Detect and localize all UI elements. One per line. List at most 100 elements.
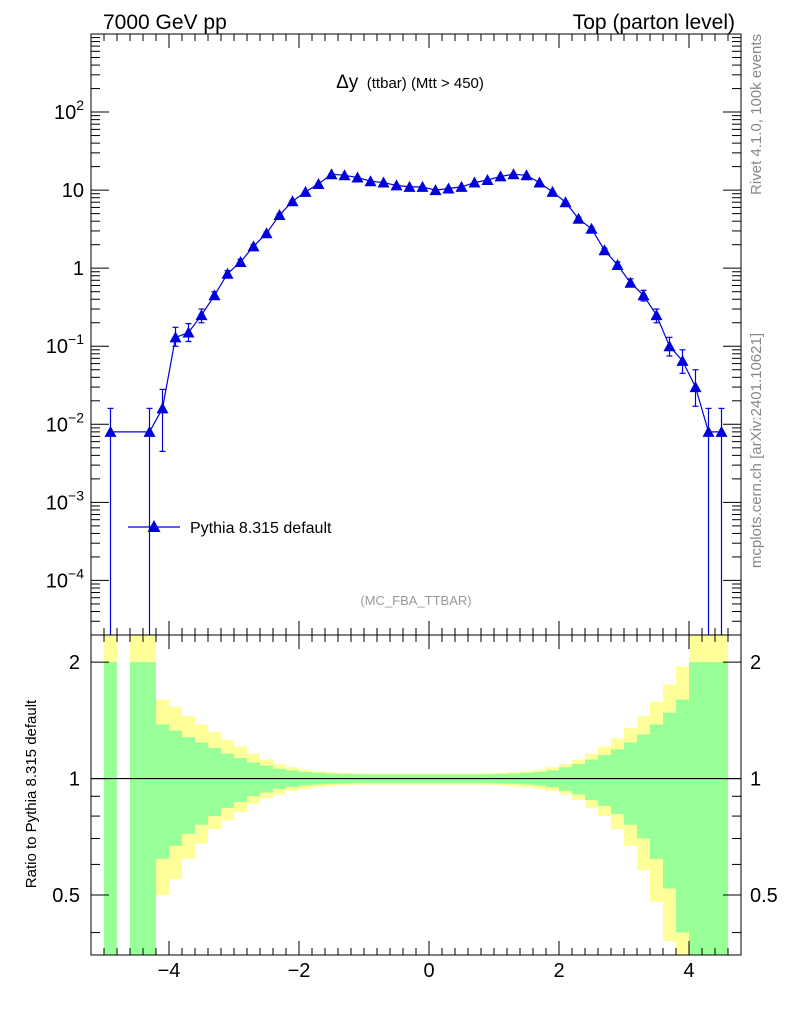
title-sub: (ttbar) (Mtt > 450) (367, 75, 484, 92)
ratio-y-tick-label-right: 2 (750, 652, 761, 674)
data-point (195, 309, 208, 321)
data-point (507, 168, 520, 180)
band-1sigma-bin (156, 724, 169, 859)
ratio-y-tick-label-right: 0.5 (750, 885, 778, 907)
ratio-y-tick-label-right: 1 (750, 769, 761, 791)
data-point (520, 169, 533, 181)
legend-marker (147, 520, 161, 532)
band-1sigma-bin (611, 749, 624, 814)
data-point (338, 169, 351, 181)
data-point (182, 326, 195, 338)
data-point (429, 184, 442, 196)
rivet-label: Rivet 4.1.0, 100k events (748, 34, 765, 195)
y-tick-label: 10−3 (46, 487, 84, 514)
y-tick-exponent: −2 (68, 409, 84, 425)
y-tick-label: 10−4 (46, 565, 84, 592)
y-tick-base: 10 (46, 414, 68, 436)
y-tick-base: 10 (54, 102, 76, 124)
band-1sigma-bin (650, 724, 663, 859)
data-point (286, 195, 299, 207)
data-point (559, 196, 572, 208)
band-1sigma-bin (247, 762, 260, 797)
data-point (260, 227, 273, 239)
ratio-y-tick-label: 0.5 (52, 885, 80, 907)
data-point (221, 267, 234, 279)
band-1sigma-bin (637, 734, 650, 839)
data-point (702, 425, 715, 437)
band-1sigma-bin (663, 712, 676, 889)
data-point (247, 240, 260, 252)
band-1sigma-bin (585, 759, 598, 801)
legend: Pythia 8.315 default (128, 520, 332, 537)
data-point (715, 425, 728, 437)
data-point (312, 177, 325, 189)
y-tick-label: 102 (54, 97, 84, 124)
band-1sigma-bin (130, 662, 143, 955)
band-1sigma-bin (208, 747, 221, 817)
data-point (455, 180, 468, 192)
ratio-panel: 0.5 0.5 1 1 2 2 −4 −2 0 2 4 Ratio to Pythia 8.315… (23, 634, 778, 982)
band-1sigma-bin (143, 662, 156, 955)
y-tick-label: 10−1 (46, 331, 84, 358)
band-1sigma-bin (715, 662, 728, 955)
data-point (663, 340, 676, 352)
band-1sigma-bin (169, 730, 182, 846)
data-point (676, 354, 689, 366)
band-1sigma-bin (676, 699, 689, 933)
title-main: Δy (336, 72, 359, 93)
data-point (494, 170, 507, 182)
band-1sigma-bin (104, 662, 117, 955)
y-tick-label: 1 (73, 258, 84, 280)
data-point (598, 244, 611, 256)
header-right: Top (parton level) (573, 11, 735, 34)
data-point (208, 289, 221, 301)
data-point (351, 171, 364, 183)
data-point (104, 425, 117, 437)
data-point (325, 168, 338, 180)
data-point (416, 180, 429, 192)
data-point (468, 176, 481, 188)
mcplots-label: mcplots.cern.ch [arXiv:2401.10621] (748, 333, 765, 568)
series-line (110, 173, 722, 433)
data-point (169, 331, 182, 343)
y-tick-base: 10 (46, 570, 68, 592)
y-tick-exponent: 2 (76, 97, 84, 113)
data-point (624, 276, 637, 288)
data-point (156, 402, 169, 414)
band-1sigma-bin (689, 662, 702, 955)
band-1sigma-bin (221, 753, 234, 808)
series-pythia (104, 168, 728, 635)
band-1sigma-bin (624, 742, 637, 825)
data-point (234, 256, 247, 268)
band-1sigma-bin (572, 764, 585, 795)
data-point (689, 381, 702, 393)
data-point (637, 289, 650, 301)
x-tick-label: −2 (288, 960, 311, 982)
x-tick-label: 2 (553, 960, 564, 982)
band-1sigma-bin (182, 737, 195, 834)
data-point (390, 179, 403, 191)
y-tick-label: 10 (62, 180, 84, 202)
y-tick-exponent: −3 (68, 487, 84, 503)
data-point (546, 185, 559, 197)
data-point (533, 176, 546, 188)
data-point (442, 182, 455, 194)
ratio-y-tick-label: 1 (69, 769, 80, 791)
data-point (650, 309, 663, 321)
y-tick-exponent: −1 (68, 331, 84, 347)
legend-label: Pythia 8.315 default (190, 520, 332, 537)
data-point (143, 425, 156, 437)
header-left: 7000 GeV pp (103, 11, 227, 34)
data-point (299, 185, 312, 197)
data-point (364, 175, 377, 187)
band-1sigma-bin (195, 742, 208, 825)
y-tick-base: 10 (62, 180, 84, 202)
data-point (572, 212, 585, 224)
x-tick-label: 4 (683, 960, 694, 982)
data-point (611, 258, 624, 270)
x-tick-label: 0 (423, 960, 434, 982)
plot-title: Δy (ttbar) (Mtt > 450) (336, 72, 484, 93)
band-1sigma-bin (598, 755, 611, 806)
